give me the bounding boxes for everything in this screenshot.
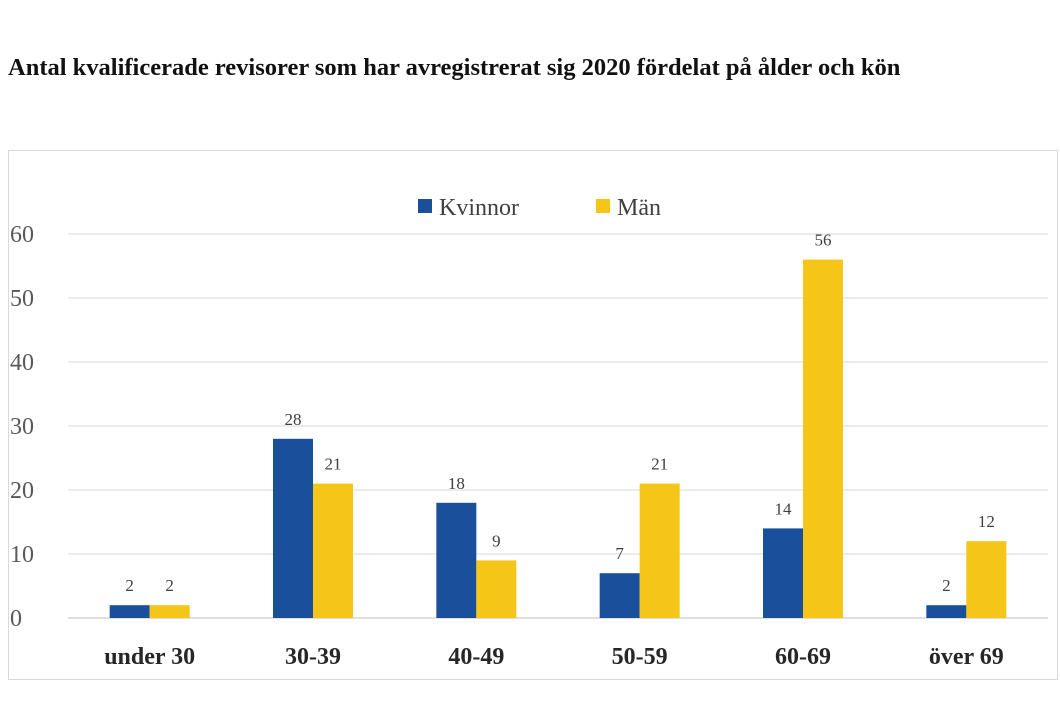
- y-tick-label: 20: [10, 478, 34, 504]
- x-category-label: 60-69: [775, 644, 831, 670]
- chart-frame: [8, 150, 1058, 680]
- bar-kvinnor-4: [763, 528, 803, 618]
- x-axis-categories: under 30 30-39 40-49 50-59 60-69 över 69: [104, 644, 1004, 670]
- legend-swatch: [418, 199, 432, 213]
- bar-mn-4: [803, 259, 843, 618]
- data-labels: 2 2 28 21 18 9 7 21 14 56 2 12: [125, 231, 994, 596]
- bar-mn-5: [966, 541, 1007, 618]
- y-tick-label: 30: [10, 414, 34, 440]
- data-label: 2: [125, 576, 134, 595]
- page-title: Antal kvalificerade revisorer som har av…: [8, 54, 901, 81]
- bar-mn-0: [149, 605, 190, 618]
- y-tick-label: 40: [10, 350, 34, 376]
- bar-kvinnor-1: [273, 438, 313, 618]
- bar-kvinnor-2: [436, 502, 477, 618]
- bar-kvinnor-3: [599, 573, 640, 618]
- data-label: 56: [815, 231, 832, 250]
- data-label: 28: [285, 410, 302, 429]
- data-label: 18: [448, 474, 465, 493]
- x-category-label: 30-39: [285, 644, 341, 670]
- data-label: 2: [942, 576, 951, 595]
- bar-kvinnor-5: [926, 605, 967, 618]
- bar-mn-3: [639, 483, 680, 618]
- x-category-label: 40-49: [448, 644, 504, 670]
- y-axis-ticks: 0 10 20 30 40 50 60: [10, 222, 34, 632]
- bar-mn-2: [476, 560, 517, 618]
- y-tick-label: 10: [10, 542, 34, 568]
- legend-label: Män: [617, 195, 661, 221]
- bars: [109, 259, 1007, 618]
- legend: Kvinnor Män: [418, 195, 661, 221]
- gridlines: [68, 233, 1048, 619]
- data-label: 12: [978, 512, 995, 531]
- legend-swatch: [596, 199, 610, 213]
- data-label: 21: [651, 455, 668, 474]
- data-label: 2: [165, 576, 174, 595]
- data-label: 14: [775, 499, 793, 518]
- data-label: 21: [325, 455, 342, 474]
- x-category-label: över 69: [929, 644, 1004, 670]
- data-label: 7: [615, 544, 624, 563]
- y-tick-label: 60: [10, 222, 34, 248]
- y-tick-label: 50: [10, 286, 34, 312]
- data-label: 9: [492, 531, 501, 550]
- x-category-label: under 30: [104, 644, 195, 670]
- legend-label: Kvinnor: [439, 195, 519, 221]
- y-tick-label: 0: [10, 606, 22, 632]
- bar-mn-1: [313, 483, 353, 618]
- bar-kvinnor-0: [109, 605, 150, 618]
- x-category-label: 50-59: [612, 644, 668, 670]
